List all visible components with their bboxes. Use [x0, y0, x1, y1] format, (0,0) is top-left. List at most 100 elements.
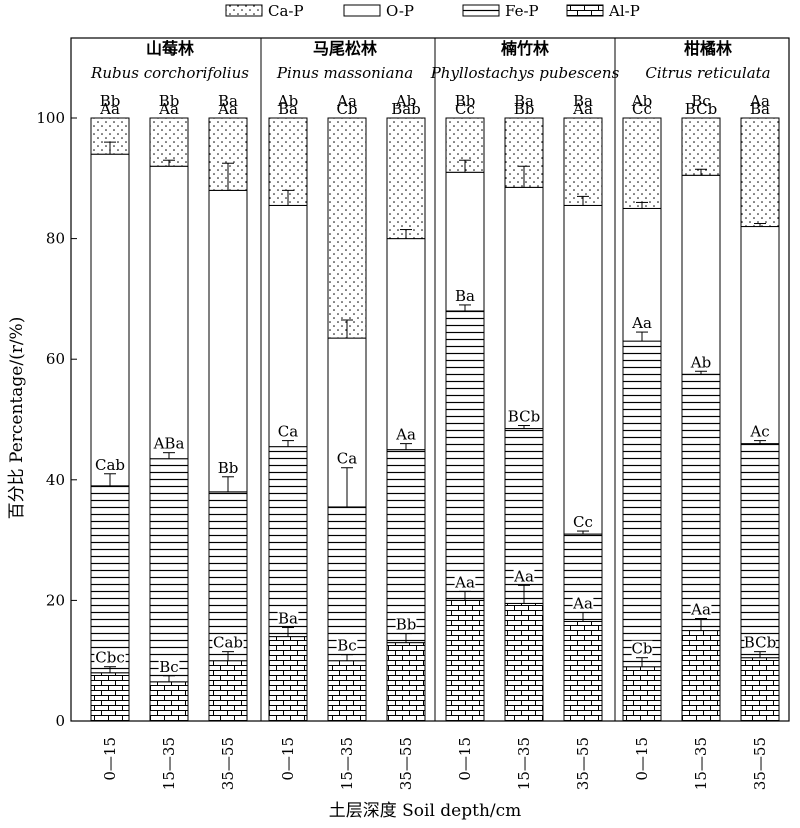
group-title-latin: Citrus reticulata: [645, 64, 770, 82]
label-bg: [454, 574, 476, 590]
significance-label: Cbc: [95, 649, 124, 667]
significance-label: Aa: [99, 100, 120, 118]
label-bg: [513, 568, 535, 584]
label-bg: [99, 101, 121, 116]
y-tick-label: 40: [46, 471, 65, 489]
bar-segment: [563, 204, 603, 535]
label-bg: [212, 634, 244, 650]
significance-label: Aa: [158, 100, 179, 118]
x-tick-label: 35—55: [751, 737, 769, 790]
group-title-latin: Pinus massoniana: [276, 64, 413, 82]
x-tick-label: 15—35: [160, 737, 178, 790]
y-tick-label: 0: [55, 712, 65, 730]
bar-segment: [208, 189, 248, 493]
x-tick-label: 15—35: [692, 737, 710, 790]
significance-label: Bb: [396, 616, 417, 634]
bar-top-label: Ba: [514, 92, 534, 110]
significance-label: Aa: [454, 573, 475, 591]
bar-segment: [445, 310, 485, 601]
bar-segment: [504, 186, 544, 430]
bar-top-label: Bb: [455, 92, 476, 110]
bar-top-label: Aa: [336, 92, 357, 110]
label-bg: [631, 101, 653, 116]
y-tick-label: 100: [36, 109, 65, 127]
x-tick-label: 0—15: [633, 737, 651, 781]
significance-label: Cab: [95, 456, 125, 474]
label-bg: [158, 658, 180, 674]
label-bg: [631, 640, 653, 656]
significance-label: Cc: [455, 100, 475, 118]
label-bg: [454, 101, 476, 116]
bar-top-label: Ab: [631, 92, 652, 110]
plot-border: [70, 37, 790, 722]
legend-swatch: [225, 4, 263, 17]
significance-label: Aa: [631, 314, 652, 332]
significance-label: Aa: [513, 567, 534, 585]
x-tick-label: 35—55: [397, 737, 415, 790]
label-bg: [277, 610, 299, 626]
y-tick-label: 60: [46, 350, 65, 368]
label-bg: [572, 514, 594, 530]
label-bg: [94, 456, 126, 472]
significance-label: Aa: [572, 100, 593, 118]
bar-segment: [268, 636, 308, 722]
bar-segment: [622, 117, 662, 209]
bar-segment: [386, 238, 426, 451]
bar-segment: [740, 657, 780, 722]
x-tick-label: 35—55: [219, 737, 237, 790]
bar-segment: [149, 681, 189, 722]
bar-segment: [90, 485, 130, 674]
group-title-latin: Phyllostachys pubescens: [430, 64, 620, 82]
significance-label: Ca: [278, 423, 298, 441]
label-bg: [395, 616, 417, 632]
y-tick-label: 80: [46, 230, 65, 248]
bar-segment: [740, 226, 780, 445]
significance-label: BCb: [685, 100, 717, 118]
label-bg: [395, 426, 417, 442]
significance-label: Cab: [213, 634, 243, 652]
bar-segment: [149, 458, 189, 683]
label-bg: [454, 287, 476, 303]
significance-label: Aa: [395, 426, 416, 444]
bar-segment: [622, 340, 662, 668]
group-title-cn: 马尾松林: [313, 39, 377, 58]
bar-segment: [149, 117, 189, 167]
x-axis-label: 土层深度 Soil depth/cm: [329, 801, 522, 821]
bar-segment: [445, 599, 485, 722]
significance-label: BCb: [508, 408, 540, 426]
bar-top-label: Ba: [218, 92, 238, 110]
bar-segment: [149, 165, 189, 460]
group-title-cn: 楠竹林: [500, 39, 549, 58]
bar-top-label: Bc: [691, 92, 710, 110]
bar-segment: [386, 642, 426, 722]
significance-label: Bb: [218, 459, 239, 477]
legend-swatch: [462, 4, 500, 17]
label-bg: [685, 101, 717, 116]
bar-segment: [740, 443, 780, 659]
bar-segment: [622, 666, 662, 722]
group-title-cn: 山莓林: [146, 39, 194, 58]
legend-label: Ca-P: [268, 2, 304, 20]
x-tick-label: 0—15: [279, 737, 297, 781]
label-bg: [277, 101, 299, 116]
significance-label: Aa: [572, 594, 593, 612]
group-title-latin: Rubus corchorifolius: [90, 64, 249, 82]
label-bg: [631, 315, 653, 331]
significance-label: BCb: [744, 634, 776, 652]
bar-segment: [90, 153, 130, 487]
significance-label: Cc: [632, 100, 652, 118]
label-bg: [690, 601, 712, 617]
label-bg: [217, 101, 239, 116]
significance-label: ABa: [153, 435, 185, 453]
x-tick-label: 0—15: [456, 737, 474, 781]
bar-segment: [268, 446, 308, 638]
bar-top-label: Bb: [159, 92, 180, 110]
bar-segment: [327, 117, 367, 339]
significance-label: Ba: [750, 100, 770, 118]
label-bg: [749, 423, 771, 439]
label-bg: [390, 101, 422, 116]
label-bg: [277, 423, 299, 439]
x-tick-label: 15—35: [515, 737, 533, 790]
bar-segment: [90, 672, 130, 722]
